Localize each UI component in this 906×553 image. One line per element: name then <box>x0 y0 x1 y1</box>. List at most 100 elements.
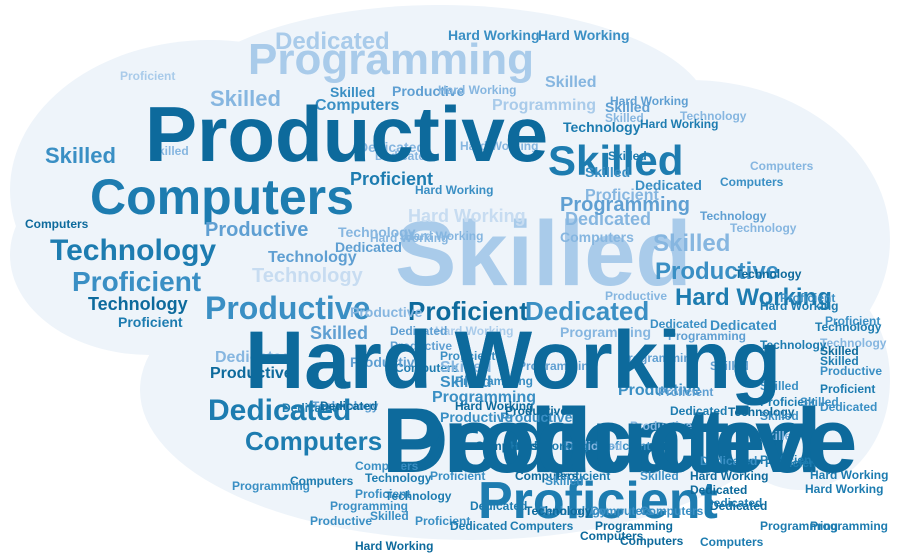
cloud-word-productive: Productive <box>145 90 549 178</box>
cloud-word-dedicated: Dedicated <box>390 324 448 338</box>
cloud-word-technology: Technology <box>312 399 379 413</box>
cloud-word-dedicated: Dedicated <box>565 209 652 229</box>
cloud-word-productive: Productive <box>390 339 453 353</box>
cloud-word-skilled: Skilled <box>820 354 859 368</box>
cloud-word-hard-working: Hard Working <box>538 27 630 43</box>
cloud-word-computers: Computers <box>475 439 539 453</box>
cloud-word-dedicated: Dedicated <box>820 400 878 414</box>
cloud-word-hard-working: Hard Working <box>510 439 589 453</box>
cloud-word-proficient: Proficient <box>72 266 202 297</box>
cloud-word-hard-working: Hard Working <box>245 315 782 406</box>
cloud-word-proficient: Proficient <box>825 314 881 328</box>
cloud-word-technology: Technology <box>760 338 827 352</box>
cloud-word-hard-working: Hard Working <box>610 94 689 108</box>
cloud-word-dedicated: Dedicated <box>710 499 768 513</box>
cloud-word-skilled: Skilled <box>210 86 281 111</box>
cloud-word-computers: Computers <box>355 459 419 473</box>
cloud-word-productive: Productive <box>440 409 513 425</box>
cloud-word-productive: Productive <box>630 419 693 433</box>
cloud-word-skilled: Skilled <box>545 74 597 91</box>
cloud-word-technology: Technology <box>338 224 416 240</box>
cloud-word-productive: Productive <box>205 290 371 326</box>
cloud-word-productive: Productive <box>382 390 858 492</box>
cloud-word-computers: Computers <box>580 529 644 543</box>
cloud-word-skilled: Skilled <box>605 111 644 125</box>
cloud-word-skilled: Skilled <box>800 395 839 409</box>
cloud-word-dedicated: Dedicated <box>670 404 728 418</box>
cloud-word-technology: Technology <box>815 320 882 334</box>
cloud-word-proficient: Proficient <box>355 487 411 501</box>
cloud-word-technology: Technology <box>730 221 797 235</box>
cloud-word-computers: Computers <box>315 97 400 114</box>
cloud-word-dedicated: Dedicated <box>208 394 352 427</box>
cloud-word-productive: Productive <box>350 354 423 370</box>
cloud-word-technology: Technology <box>268 249 357 266</box>
cloud-word-skilled: Skilled <box>45 143 116 168</box>
cloud-word-skilled: Skilled <box>545 474 584 488</box>
cloud-word-productive: Productive <box>605 289 668 303</box>
cloud-word-productive: Productive <box>145 90 549 178</box>
cloud-word-productive: Productive <box>310 514 373 528</box>
cloud-word-dedicated: Dedicated <box>565 439 623 453</box>
cloud-word-dedicated: Dedicated <box>375 149 433 163</box>
cloud-word-hard-working: Hard Working <box>810 468 889 482</box>
cloud-word-proficient: Proficient <box>440 349 496 363</box>
cloud-word-programming: Programming <box>248 35 535 84</box>
cloud-word-hard-working: Hard Working <box>245 315 782 406</box>
cloud-word-hard-working: Hard Working <box>435 324 514 338</box>
cloud-word-dedicated: Dedicated <box>635 177 702 193</box>
cloud-word-hard-working: Hard Working <box>438 83 517 97</box>
cloud-word-programming: Programming <box>760 519 839 533</box>
cloud-word-proficient: Proficient <box>780 291 836 305</box>
cloud-word-programming: Programming <box>595 519 674 533</box>
cloud-word-proficient: Proficient <box>658 385 714 399</box>
cloud-word-technology: Technology <box>728 405 795 419</box>
cloud-word-skilled: Skilled <box>440 374 492 391</box>
cloud-word-hard-working: Hard Working <box>690 469 769 483</box>
cloud-word-technology: Technology <box>700 209 767 223</box>
cloud-word-computers: Computers <box>510 519 574 533</box>
cloud-word-dedicated: Dedicated <box>525 296 650 326</box>
cloud-word-productive: Productive <box>210 365 293 382</box>
cloud-word-dedicated: Dedicated <box>275 28 390 55</box>
cloud-word-technology: Technology <box>820 336 887 350</box>
cloud-puff <box>710 270 890 490</box>
cloud-word-skilled: Skilled <box>760 429 799 443</box>
cloud-word-programming: Programming <box>810 519 889 533</box>
cloud-word-proficient: Proficient <box>118 314 183 330</box>
cloud-word-computers: Computers <box>620 534 684 548</box>
cloud-word-dedicated: Dedicated <box>700 454 758 468</box>
cloud-word-computers: Computers <box>700 535 764 549</box>
cloud-word-dedicated: Dedicated <box>335 239 402 255</box>
cloud-word-hard-working: Hard Working <box>448 27 540 43</box>
cloud-word-computers: Computers <box>25 217 89 231</box>
cloud-word-hard-working: Hard Working <box>370 231 449 245</box>
cloud-word-hard-working: Hard Working <box>675 284 832 311</box>
cloud-word-skilled: Skilled <box>820 344 859 358</box>
cloud-word-computers: Computers <box>395 361 459 375</box>
cloud-word-proficient: Proficient <box>760 453 816 467</box>
cloud-word-proficient: Proficient <box>350 169 434 189</box>
cloud-word-dedicated: Dedicated <box>470 499 528 513</box>
cloud-word-computers: Computers <box>515 469 579 483</box>
cloud-word-productive: Productive <box>205 219 309 241</box>
cloud-word-programming: Programming <box>560 194 691 216</box>
cloud-word-computers: Computers <box>560 229 634 245</box>
cloud-word-skilled: Skilled <box>760 409 799 423</box>
cloud-word-productive: Productive <box>505 404 568 418</box>
cloud-word-computers: Computers <box>640 504 704 518</box>
cloud-word-skilled: Skilled <box>640 469 679 483</box>
cloud-word-skilled: Skilled <box>310 323 369 343</box>
cloud-word-dedicated: Dedicated <box>450 519 508 533</box>
cloud-word-hard-working: Hard Working <box>408 206 526 226</box>
cloud-word-programming: Programming <box>330 499 409 513</box>
cloud-word-productive: Productive <box>655 258 780 285</box>
cloud-word-productive: Productive <box>618 382 701 399</box>
cloud-word-programming: Programming <box>560 324 652 340</box>
cloud-word-technology: Technology <box>385 489 452 503</box>
cloud-word-hard-working: Hard Working <box>355 539 434 553</box>
cloud-word-skilled: Skilled <box>440 359 492 376</box>
cloud-word-hard-working: Hard Working <box>415 183 494 197</box>
cloud-word-dedicated: Dedicated <box>382 390 822 492</box>
cloud-word-proficient: Proficient <box>415 514 471 528</box>
